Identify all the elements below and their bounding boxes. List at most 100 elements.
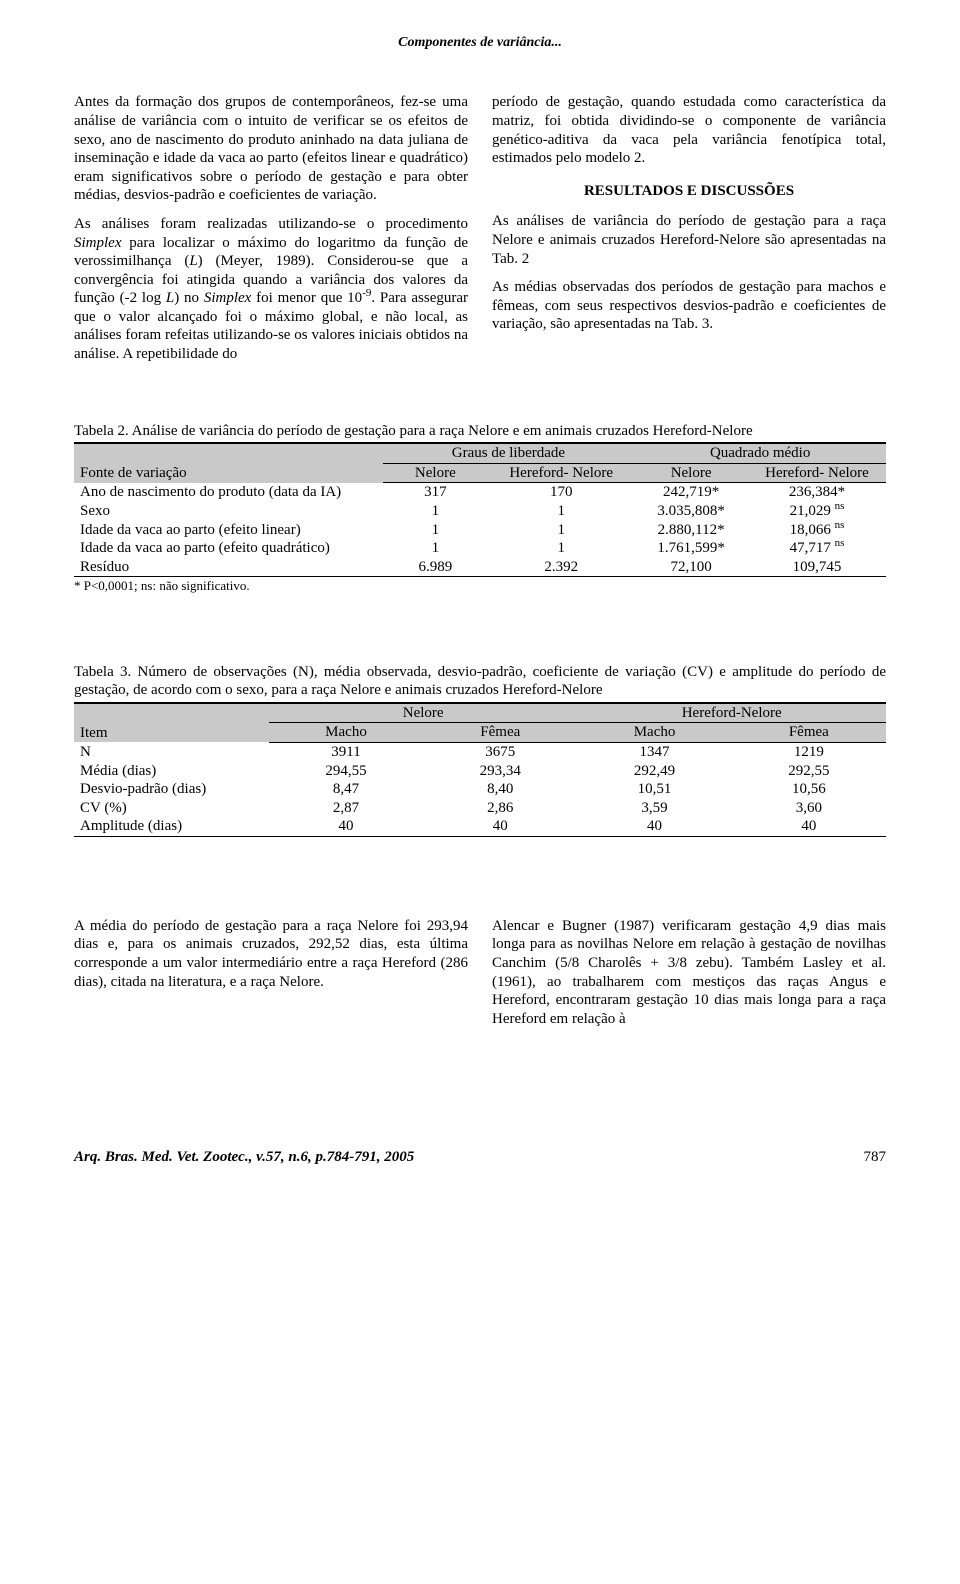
cell: Sexo	[74, 502, 383, 521]
cell: N	[74, 742, 269, 761]
cell: 236,384*	[748, 483, 886, 502]
section-heading: RESULTADOS E DISCUSSÕES	[492, 182, 886, 201]
cell: 1	[488, 502, 634, 521]
table2-note: * P<0,0001; ns: não significativo.	[74, 578, 886, 594]
table-row: Desvio-padrão (dias)8,478,4010,5110,56	[74, 780, 886, 799]
table-row: Resíduo6.9892.39272,100109,745	[74, 558, 886, 577]
table-row: N3911367513471219	[74, 742, 886, 761]
left-column: Antes da formação dos grupos de contempo…	[74, 93, 468, 373]
table-row: Idade da vaca ao parto (efeito linear)11…	[74, 521, 886, 540]
cell: 1	[383, 521, 489, 540]
superscript: ns	[835, 537, 845, 549]
cell: Desvio-padrão (dias)	[74, 780, 269, 799]
running-header: Componentes de variância...	[74, 34, 886, 51]
table2-body: Ano de nascimento do produto (data da IA…	[74, 483, 886, 577]
th-graus: Graus de liberdade	[383, 443, 635, 463]
text-italic: Simplex	[74, 235, 121, 251]
body-columns-lower: A média do período de gestação para a ra…	[74, 917, 886, 1039]
table3-caption: Tabela 3. Número de observações (N), méd…	[74, 663, 886, 700]
cell: 3911	[269, 742, 423, 761]
superscript: ns	[835, 500, 845, 512]
cell: 2,87	[269, 799, 423, 818]
paragraph: Alencar e Bugner (1987) verificaram gest…	[492, 917, 886, 1029]
paragraph: As análises foram realizadas utilizando-…	[74, 215, 468, 364]
th-sub: Hereford- Nelore	[488, 463, 634, 483]
cell: 8,40	[423, 780, 577, 799]
cell: 109,745	[748, 558, 886, 577]
th-quadrado: Quadrado médio	[634, 443, 886, 463]
cell: 18,066 ns	[748, 521, 886, 540]
th-fonte: Fonte de variação	[74, 443, 383, 483]
cell: 2,86	[423, 799, 577, 818]
cell: 242,719*	[634, 483, 748, 502]
paragraph: Antes da formação dos grupos de contempo…	[74, 93, 468, 205]
cell: 10,51	[577, 780, 731, 799]
cell: 292,55	[732, 762, 886, 781]
table3-body: N3911367513471219Média (dias)294,55293,3…	[74, 742, 886, 836]
page-footer: Arq. Bras. Med. Vet. Zootec., v.57, n.6,…	[74, 1148, 886, 1167]
paragraph: A média do período de gestação para a ra…	[74, 917, 468, 991]
cell: 3,60	[732, 799, 886, 818]
cell: Resíduo	[74, 558, 383, 577]
table-row: Amplitude (dias)40404040	[74, 817, 886, 836]
cell: 6.989	[383, 558, 489, 577]
th-sub: Nelore	[634, 463, 748, 483]
cell: 2.880,112*	[634, 521, 748, 540]
cell: Amplitude (dias)	[74, 817, 269, 836]
text-italic: L	[166, 290, 174, 306]
text-italic: L	[189, 253, 197, 269]
footer-citation: Arq. Bras. Med. Vet. Zootec., v.57, n.6,…	[74, 1148, 414, 1167]
text-italic: Simplex	[204, 290, 251, 306]
cell: 2.392	[488, 558, 634, 577]
th-item: Item	[74, 703, 269, 743]
cell: 8,47	[269, 780, 423, 799]
cell: 294,55	[269, 762, 423, 781]
paragraph: período de gestação, quando estudada com…	[492, 93, 886, 167]
th-sub: Hereford- Nelore	[748, 463, 886, 483]
cell: 3.035,808*	[634, 502, 748, 521]
cell: 10,56	[732, 780, 886, 799]
cell: 292,49	[577, 762, 731, 781]
cell: 40	[577, 817, 731, 836]
th-sub: Macho	[577, 723, 731, 743]
text: foi menor que 10	[251, 290, 362, 306]
cell: CV (%)	[74, 799, 269, 818]
cell: Ano de nascimento do produto (data da IA…	[74, 483, 383, 502]
cell: 21,029 ns	[748, 502, 886, 521]
cell: 1347	[577, 742, 731, 761]
table-row: Idade da vaca ao parto (efeito quadrátic…	[74, 539, 886, 558]
page-number: 787	[864, 1148, 887, 1167]
text: As análises foram realizadas utilizando-…	[74, 216, 468, 232]
cell: 1	[383, 539, 489, 558]
th-sub: Fêmea	[732, 723, 886, 743]
left-column: A média do período de gestação para a ra…	[74, 917, 468, 1039]
right-column: período de gestação, quando estudada com…	[492, 93, 886, 373]
cell: 3,59	[577, 799, 731, 818]
th-sub: Macho	[269, 723, 423, 743]
table2-caption: Tabela 2. Análise de variância do períod…	[74, 422, 886, 441]
text: ) no	[174, 290, 204, 306]
table-row: Ano de nascimento do produto (data da IA…	[74, 483, 886, 502]
cell: Idade da vaca ao parto (efeito quadrátic…	[74, 539, 383, 558]
th-nelore: Nelore	[269, 703, 578, 723]
table3: Item Nelore Hereford-Nelore Macho Fêmea …	[74, 702, 886, 837]
cell: 1	[488, 539, 634, 558]
paragraph: As análises de variância do período de g…	[492, 212, 886, 268]
th-hn: Hereford-Nelore	[577, 703, 886, 723]
cell: 1	[488, 521, 634, 540]
table-row: Sexo113.035,808*21,029 ns	[74, 502, 886, 521]
th-sub: Nelore	[383, 463, 489, 483]
superscript: ns	[835, 519, 845, 531]
cell: 293,34	[423, 762, 577, 781]
cell: 3675	[423, 742, 577, 761]
cell: 1219	[732, 742, 886, 761]
cell: 170	[488, 483, 634, 502]
body-columns-upper: Antes da formação dos grupos de contempo…	[74, 93, 886, 373]
cell: 40	[269, 817, 423, 836]
table-row: CV (%)2,872,863,593,60	[74, 799, 886, 818]
cell: 40	[732, 817, 886, 836]
cell: 72,100	[634, 558, 748, 577]
cell: 317	[383, 483, 489, 502]
cell: 1.761,599*	[634, 539, 748, 558]
cell: 47,717 ns	[748, 539, 886, 558]
